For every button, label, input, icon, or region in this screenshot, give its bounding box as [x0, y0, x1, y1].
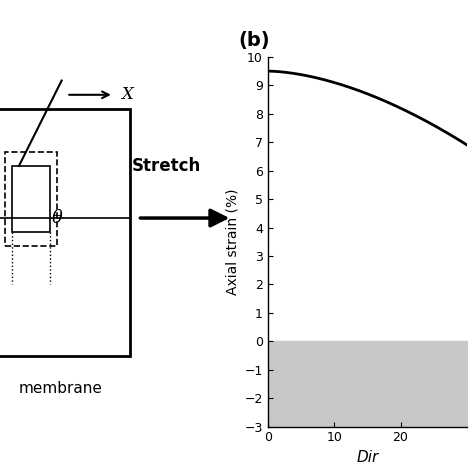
- Text: membrane: membrane: [19, 381, 103, 396]
- Bar: [12, 166, 50, 232]
- Bar: [0, 109, 130, 356]
- X-axis label: Dir: Dir: [356, 450, 378, 465]
- Text: Stretch: Stretch: [131, 157, 201, 175]
- Y-axis label: Axial strain (%): Axial strain (%): [225, 189, 239, 295]
- Bar: [5, 152, 57, 246]
- Text: X: X: [121, 86, 133, 103]
- Text: θ: θ: [52, 209, 63, 227]
- Text: (b): (b): [238, 31, 270, 50]
